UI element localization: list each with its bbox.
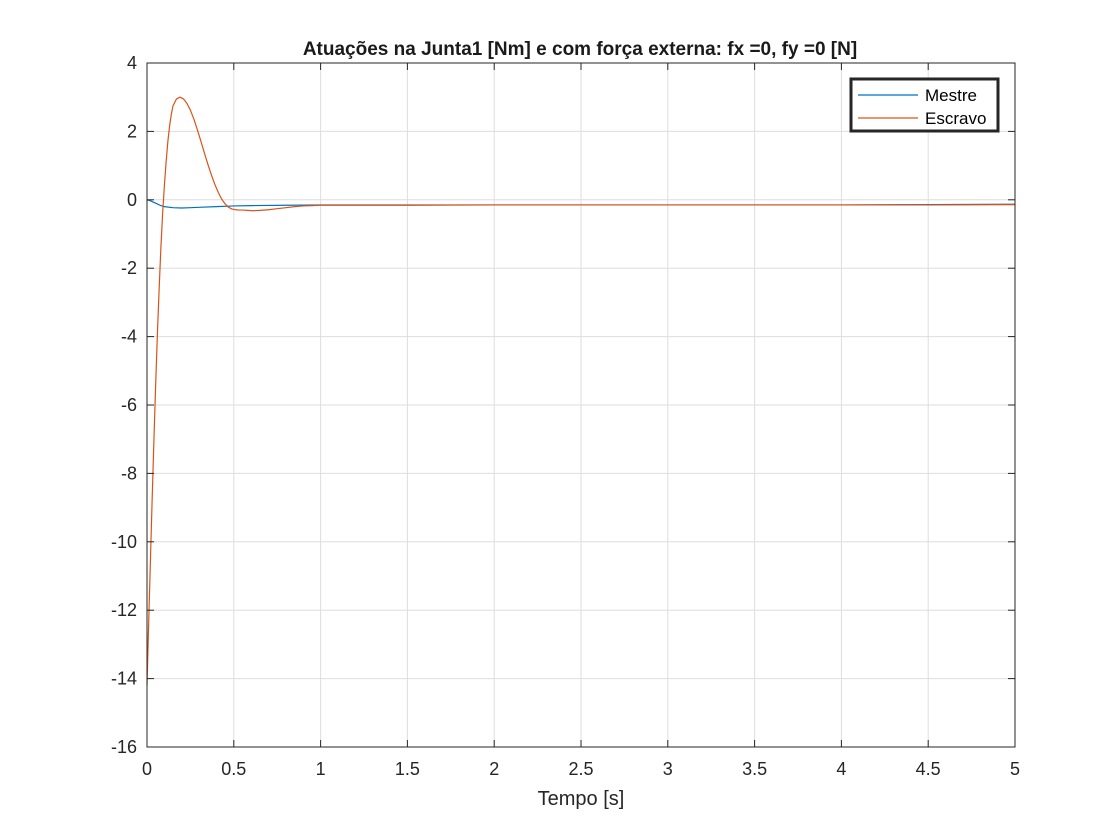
- y-tick-label: -14: [111, 669, 137, 689]
- x-tick-label: 2: [489, 759, 499, 779]
- y-tick-label: 2: [127, 121, 137, 141]
- x-tick-label: 2.5: [568, 759, 593, 779]
- x-tick-label: 4.5: [916, 759, 941, 779]
- x-tick-label: 0.5: [221, 759, 246, 779]
- legend-label-mestre: Mestre: [925, 86, 977, 105]
- y-tick-label: 4: [127, 53, 137, 73]
- x-tick-label: 1: [316, 759, 326, 779]
- x-tick-label: 3.5: [742, 759, 767, 779]
- y-tick-label: -16: [111, 737, 137, 757]
- y-tick-label: -10: [111, 532, 137, 552]
- series-line-escravo: [146, 96, 1016, 686]
- x-tick-label: 5: [1010, 759, 1020, 779]
- y-tick-label: -6: [121, 395, 137, 415]
- y-tick-label: -12: [111, 600, 137, 620]
- x-tick-label: 3: [663, 759, 673, 779]
- y-tick-label: -4: [121, 327, 137, 347]
- y-tick-label: 0: [127, 190, 137, 210]
- x-tick-label: 1.5: [395, 759, 420, 779]
- y-tick-label: -2: [121, 258, 137, 278]
- x-axis-label: Tempo [s]: [538, 788, 625, 810]
- x-tick-label: 4: [836, 759, 846, 779]
- legend[interactable]: Mestre Escravo: [849, 77, 1000, 133]
- y-tick-label: -8: [121, 463, 137, 483]
- tick-labels: 0 0.5 1 1.5 2 2.5 3 3.5 4 4.5 5 -16 -14 -12 -10 -8 -6 -4 -…: [111, 53, 1020, 779]
- x-tick-label: 0: [142, 759, 152, 779]
- series-lines: [146, 96, 1016, 686]
- legend-label-escravo: Escravo: [925, 109, 986, 128]
- legend-box: [849, 77, 1000, 133]
- chart-title: Atuações na Junta1 [Nm] e com força exte…: [303, 39, 857, 60]
